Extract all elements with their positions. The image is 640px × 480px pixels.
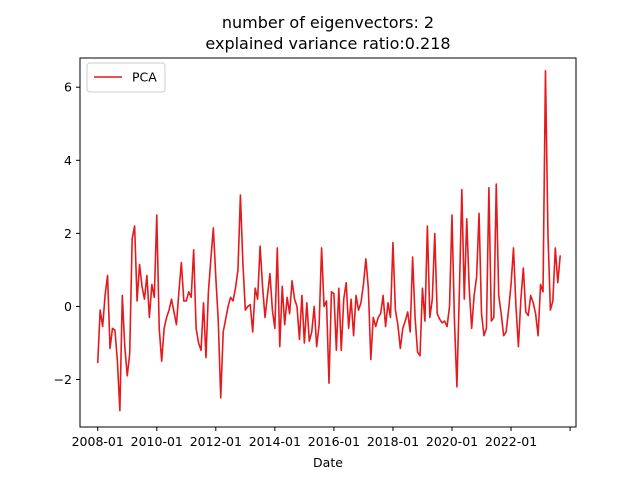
legend: PCA bbox=[86, 62, 166, 93]
series-line-pca bbox=[96, 69, 562, 412]
x-tick-label: 2010-01 bbox=[131, 434, 183, 449]
x-tick-label: 2022-01 bbox=[485, 434, 537, 449]
y-tick-label: 0 bbox=[64, 299, 72, 314]
x-tick-label: 2012-01 bbox=[190, 434, 242, 449]
y-tick-label: 4 bbox=[64, 153, 72, 168]
axes-frame bbox=[79, 57, 577, 428]
chart-title-line-1: number of eigenvectors: 2 bbox=[222, 13, 434, 32]
x-axis-label: Date bbox=[313, 455, 343, 470]
y-tick-label: 6 bbox=[64, 80, 72, 95]
x-tick-label: 2018-01 bbox=[367, 434, 419, 449]
x-tick-label: 2008-01 bbox=[72, 434, 124, 449]
y-tick-label: −2 bbox=[54, 372, 72, 387]
x-tick-label: 2016-01 bbox=[308, 434, 360, 449]
x-tick-label: 2014-01 bbox=[249, 434, 301, 449]
legend-frame bbox=[86, 62, 166, 93]
plot-area: 2008-01 2010-01 2012-01 2014-01 2016-01 2018-… bbox=[54, 57, 577, 449]
x-tick-label: 2020-01 bbox=[426, 434, 478, 449]
chart-title-line-2: explained variance ratio:0.218 bbox=[205, 34, 450, 53]
y-tick-label: 2 bbox=[64, 226, 72, 241]
legend-label-pca: PCA bbox=[132, 70, 157, 85]
